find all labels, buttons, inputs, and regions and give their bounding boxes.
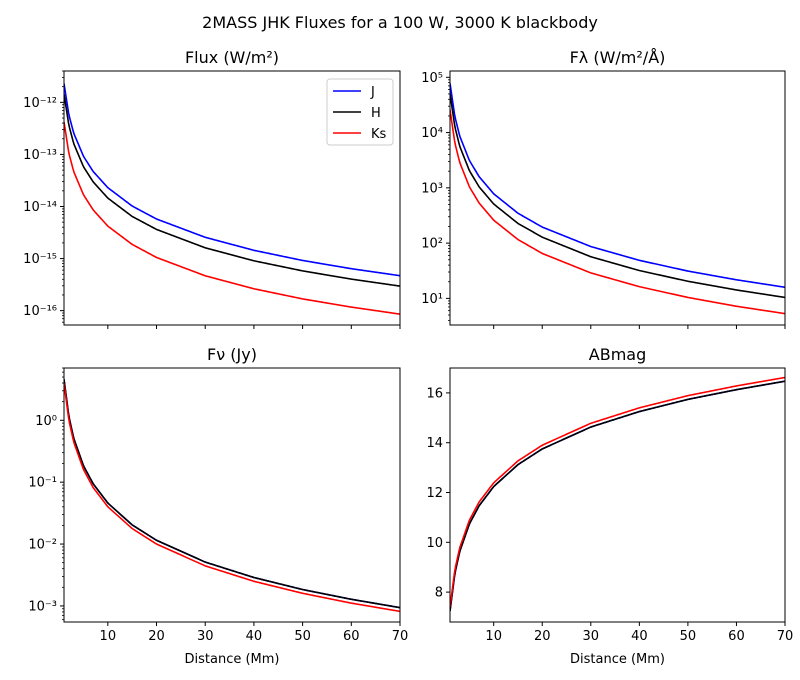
y-tick-label: 10⁰ [35,414,57,429]
x-tick-label: 20 [534,629,551,644]
axes-frame [63,70,401,326]
panel-title: Flux (W/m²) [185,48,279,67]
legend: JH Ks [326,78,394,146]
y-tick-label: 10⁻¹⁴ [23,200,57,215]
y-tick-label: 10⁻² [28,538,57,553]
y-tick-label: 10⁵ [421,71,443,86]
y-tick-label: 10² [421,237,443,252]
y-tick-label: 10⁻¹⁶ [23,304,57,319]
series-line-j [450,380,785,612]
x-tick-label: 70 [392,629,409,644]
y-tick-label: 10³ [421,181,443,196]
x-axis-label: Distance (Mm) [570,652,665,667]
series-line-j [64,83,400,277]
x-tick-label: 10 [100,629,117,644]
x-tick-label: 30 [583,629,600,644]
legend-label-j: J [370,85,375,100]
y-tick-label: 10 [426,536,443,551]
x-tick-label: 60 [343,629,360,644]
x-tick-label: 60 [728,629,745,644]
series-group [64,379,400,613]
series-group [450,83,785,315]
series-line-h [450,380,785,612]
y-tick-label: 8 [435,586,443,601]
y-tick-label: 10⁻¹³ [23,148,57,163]
axes-frame [449,367,786,623]
x-tick-label: 30 [197,629,214,644]
axes-frame [449,70,786,326]
x-tick-label: 20 [148,629,165,644]
axes-frame [63,367,401,623]
series-line-ks [64,382,400,613]
chart-panel-2: Fλ (W/m²/Å) 10¹ 10² 10³ 10⁴ 10⁵ [421,48,786,329]
series-line-h [64,93,400,287]
legend-label-ks: Ks [371,127,387,142]
x-tick-label: 50 [680,629,697,644]
series-line-j [64,379,400,609]
x-tick-label: 50 [294,629,311,644]
chart-panel-3: Fν (Jy) 10 20 30 40 50 60 70 10⁻³ 10⁻² 10⁻¹ 10⁰ Dist… [28,345,408,667]
chart-panel-4: ABmag 10 20 30 40 50 60 70 8 10 12 14 16 Distance (Mm… [426,345,793,667]
series-line-h [450,93,785,299]
y-tick-label: 16 [426,386,443,401]
y-tick-label: 10⁻¹ [28,476,57,491]
y-tick-label: 10⁻¹⁵ [23,252,57,267]
x-tick-label: 40 [631,629,648,644]
x-axis-label: Distance (Mm) [185,652,280,667]
series-line-ks [64,121,400,315]
series-line-h [64,379,400,609]
x-tick-label: 40 [246,629,263,644]
panel-title: Fλ (W/m²/Å) [570,48,666,67]
series-line-ks [450,376,785,608]
chart-panel-1: Flux (W/m²) 10⁻¹⁶ 10⁻¹⁵ 10⁻¹⁴ 10⁻¹³ 10⁻¹² JH Ks [23,48,401,329]
panels: Flux (W/m²) 10⁻¹⁶ 10⁻¹⁵ 10⁻¹⁴ 10⁻¹³ 10⁻¹² JH Ks… [23,48,793,667]
series-group [64,83,400,315]
series-line-j [450,83,785,289]
x-tick-label: 70 [777,629,794,644]
y-tick-label: 14 [426,436,443,451]
x-tick-label: 10 [485,629,502,644]
figure-suptitle: 2MASS JHK Fluxes for a 100 W, 3000 K bla… [202,13,598,32]
legend-label-h: H [371,106,381,121]
y-tick-label: 12 [426,486,443,501]
series-line-ks [450,109,785,315]
y-tick-label: 10⁴ [421,126,443,141]
panel-title: Fν (Jy) [207,345,257,364]
series-group [450,376,785,612]
panel-title: ABmag [589,345,646,364]
y-tick-label: 10⁻³ [28,599,57,614]
y-tick-label: 10¹ [421,292,443,307]
y-tick-label: 10⁻¹² [23,96,57,111]
